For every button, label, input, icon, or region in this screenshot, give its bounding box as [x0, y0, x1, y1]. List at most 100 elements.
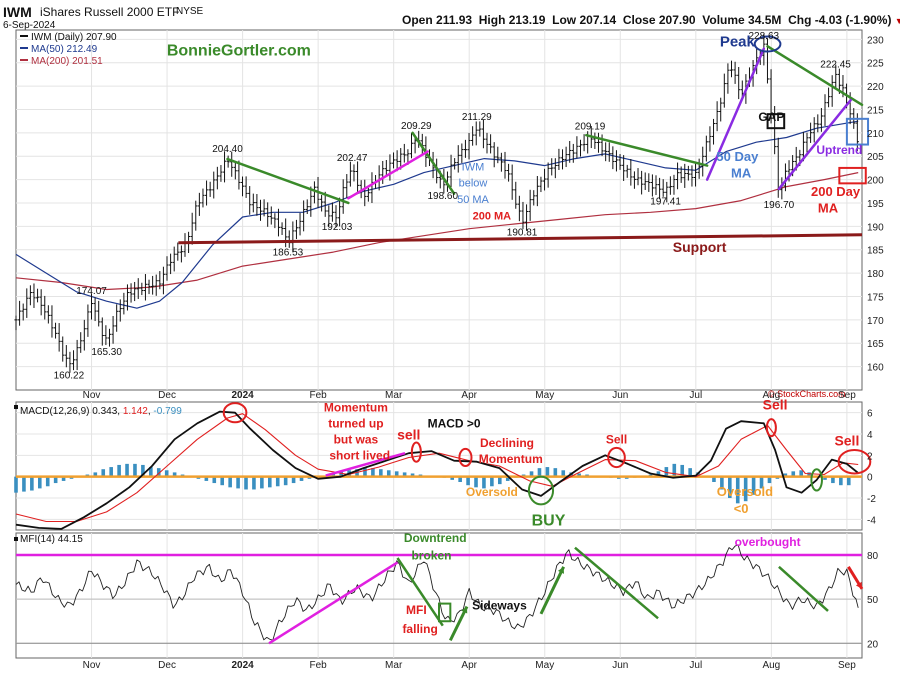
x-tick-label: Dec [158, 390, 176, 401]
macd-histogram-bar [101, 469, 106, 477]
macd-histogram-bar [799, 470, 803, 477]
mfi-annotation: overbought [735, 535, 801, 549]
change-value: -4.03 (-1.90%) [814, 13, 892, 27]
macd-histogram-bar [672, 463, 677, 477]
price-bar [341, 179, 345, 214]
price-bar [550, 158, 554, 176]
price-bar [657, 177, 662, 200]
trendline [777, 98, 852, 191]
macd-histogram-bar [410, 473, 415, 477]
macd-annotation: Momentum [324, 401, 388, 415]
price-bar [539, 176, 543, 193]
macd-histogram-bar [30, 476, 34, 491]
y-tick-label: 4 [867, 430, 873, 441]
x-tick-label: May [535, 660, 554, 671]
exchange-label: NYSE [176, 6, 204, 17]
macd-annotation: Sell [763, 396, 788, 412]
macd-histogram-bar [490, 476, 494, 487]
macd-histogram-bar [577, 473, 581, 477]
price-annotation: Peak [720, 33, 756, 50]
ticker-symbol: IWM [3, 4, 32, 20]
price-bar [140, 282, 144, 296]
price-bar [53, 322, 58, 339]
macd-histogram-bar [720, 476, 724, 490]
legend-entry: MA(50) 212.49 [31, 44, 98, 55]
close-value: 207.90 [658, 13, 696, 27]
price-label: 190.81 [507, 228, 538, 239]
macd-annotation: Oversold [717, 484, 773, 499]
macd-histogram-bar [846, 476, 851, 486]
price-annotation: MA [731, 165, 752, 180]
price-bar [269, 206, 273, 225]
macd-histogram-bar [759, 476, 764, 489]
price-bar [115, 304, 119, 332]
y-tick-label: 165 [867, 339, 884, 350]
price-bar [629, 159, 633, 186]
price-bar [107, 328, 112, 347]
close-label: Close [622, 13, 656, 27]
price-bar [258, 199, 263, 221]
macd-histogram-bar [664, 467, 669, 477]
trendline [226, 157, 350, 205]
macd-histogram-bar [743, 476, 748, 502]
macd-histogram-bar [268, 476, 272, 488]
price-bar [240, 176, 245, 197]
price-bar [647, 173, 651, 192]
price-bar [97, 300, 101, 327]
macd-annotation: Sell [834, 433, 859, 449]
price-bar [622, 155, 626, 181]
price-bar [194, 200, 198, 231]
price-label: 192.03 [322, 222, 353, 233]
y-tick-label: 180 [867, 269, 884, 280]
price-label: 198.60 [427, 191, 458, 202]
price-bar [834, 64, 838, 90]
price-bar [471, 126, 475, 146]
price-bar [248, 186, 252, 215]
price-bar [679, 166, 683, 183]
x-tick-label: Mar [385, 660, 403, 671]
price-bar [133, 281, 137, 302]
price-bar [636, 168, 640, 186]
macd-histogram-bar [141, 464, 145, 477]
y-tick-label: 190 [867, 222, 884, 233]
y-tick-label: 195 [867, 199, 884, 210]
price-bar [129, 283, 133, 303]
x-tick-label: Mar [385, 390, 403, 401]
macd-signal-circle [837, 449, 872, 475]
price-bar [708, 126, 712, 152]
price-bar [118, 299, 122, 322]
price-bar [823, 94, 827, 126]
macd-histogram-bar [339, 471, 343, 477]
macd-histogram-bar [767, 476, 772, 484]
price-bar [733, 61, 737, 84]
price-bar [143, 274, 148, 301]
y-tick-label: 215 [867, 105, 884, 116]
price-bar [57, 323, 61, 352]
price-bar [517, 195, 521, 222]
x-tick-label: Apr [461, 390, 477, 401]
macd-histogram-bar [133, 463, 137, 477]
y-tick-label: 50 [867, 595, 879, 606]
price-annotation: Support [673, 239, 727, 255]
macd-histogram-bar [275, 476, 280, 487]
price-bar [176, 242, 180, 261]
price-annotation: below [459, 178, 488, 190]
price-label: 165.30 [91, 347, 122, 358]
price-bar [460, 143, 464, 163]
macd-histogram-bar [45, 476, 50, 487]
macd-legend-part: -0.799 [153, 406, 182, 417]
x-tick-label: Nov [83, 390, 101, 401]
price-bar [496, 146, 500, 164]
macd-histogram-bar [252, 476, 256, 490]
macd-histogram-bar [791, 471, 796, 477]
price-bar [399, 148, 403, 170]
price-bar [719, 97, 723, 122]
chart-date: 6-Sep-2024 [3, 20, 56, 31]
macd-histogram-bar [53, 476, 58, 484]
price-annotation: Uptrend [816, 143, 862, 157]
price-bar [449, 154, 453, 188]
price-bar [334, 205, 338, 228]
macd-histogram-bar [498, 476, 502, 485]
price-bar [204, 180, 209, 206]
price-bar [273, 213, 277, 229]
